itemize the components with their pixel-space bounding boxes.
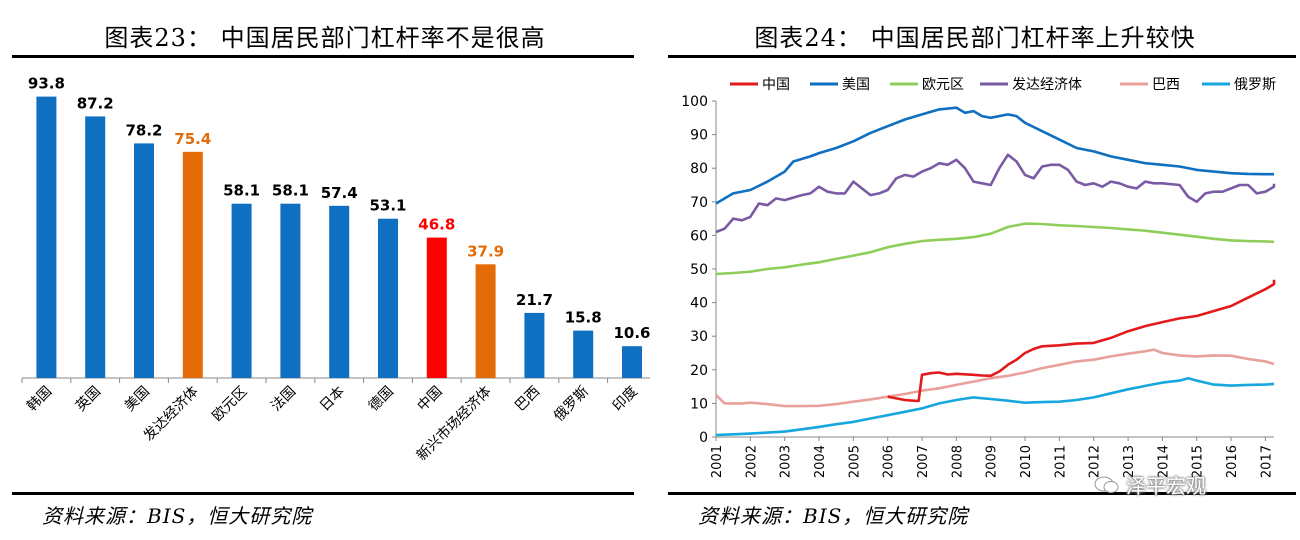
category-label-8: 中国 (415, 384, 446, 415)
left-title-rule (12, 55, 634, 58)
right-bottom-rule (668, 492, 1296, 495)
y-tick-label-1: 10 (690, 396, 708, 412)
y-tick-label-0: 0 (699, 430, 708, 446)
x-tick-label-8: 2009 (985, 445, 1000, 478)
right-chart-panel: 图表24： 中国居民部门杠杆率上升较快 0 10 20 30 40 50 60 70 80 90 1… (650, 0, 1300, 540)
y-tick-label-5: 50 (690, 262, 708, 278)
y-tick-label-10: 100 (681, 94, 708, 110)
bar-2 (134, 143, 154, 378)
bar-value-label-9: 37.9 (467, 242, 504, 260)
x-tick-label-12: 2013 (1122, 445, 1137, 478)
y-tick-label-8: 80 (690, 161, 708, 177)
x-tick-label-15: 2016 (1225, 445, 1240, 478)
y-tick-label-4: 40 (690, 296, 708, 312)
line-chart: 0 10 20 30 40 50 60 70 80 90 100 2001 2002 2003 2004 20… (681, 77, 1276, 478)
bar-7 (378, 218, 398, 378)
bar-value-label-4: 58.1 (223, 182, 260, 200)
x-tick-label-6: 2007 (916, 445, 931, 478)
category-label-2: 美国 (122, 384, 153, 415)
category-label-11: 俄罗斯 (551, 384, 592, 425)
right-title-rule (668, 55, 1296, 58)
left-chart-title: 图表23： 中国居民部门杠杆率不是很高 (104, 24, 546, 52)
x-tick-label-7: 2008 (950, 445, 965, 478)
bar-10 (524, 312, 545, 378)
category-label-7: 德国 (366, 384, 397, 415)
series-line-4 (715, 348, 1275, 408)
x-tick-label-11: 2012 (1088, 445, 1103, 478)
bar-6 (329, 205, 350, 378)
x-tick-label-16: 2017 (1259, 445, 1274, 478)
x-tick-label-10: 2011 (1053, 445, 1068, 478)
y-tick-label-6: 60 (690, 228, 708, 244)
bar-value-label-2: 78.2 (125, 121, 162, 139)
left-bottom-rule (12, 492, 634, 495)
category-label-4: 欧元区 (209, 384, 250, 425)
legend-label-2: 欧元区 (922, 77, 964, 93)
right-source-note: 资料来源：BIS，恒大研究院 (698, 504, 969, 528)
bar-value-label-1: 87.2 (77, 94, 114, 112)
category-label-5: 法国 (268, 384, 299, 415)
bar-1 (85, 116, 106, 379)
category-label-1: 英国 (72, 383, 104, 415)
legend-label-5: 俄罗斯 (1234, 77, 1276, 93)
x-tick-label-3: 2004 (813, 445, 828, 478)
bar-value-label-10: 21.7 (516, 291, 553, 309)
x-tick-label-0: 2001 (710, 445, 725, 478)
legend-label-0: 中国 (762, 77, 790, 93)
x-tick-label-9: 2010 (1019, 445, 1034, 478)
bar-value-label-6: 57.4 (321, 184, 358, 202)
bar-value-label-3: 75.4 (174, 130, 211, 148)
bar-3 (182, 151, 203, 378)
bar-value-label-0: 93.8 (28, 75, 65, 93)
x-tick-label-5: 2006 (882, 445, 897, 478)
y-tick-label-9: 90 (690, 128, 708, 144)
y-tick-label-2: 20 (690, 363, 708, 379)
bar-chart: 93.8韩国87.2英国78.2美国75.4发达经济体58.1欧元区58.1法国… (21, 75, 650, 464)
y-tick-label-7: 70 (690, 195, 708, 211)
right-chart-title: 图表24： 中国居民部门杠杆率上升较快 (754, 24, 1196, 52)
legend-label-4: 巴西 (1152, 77, 1180, 93)
series-line-2 (715, 222, 1275, 276)
legend-label-1: 美国 (842, 77, 870, 93)
category-label-0: 韩国 (24, 384, 55, 415)
bar-0 (36, 96, 57, 378)
bar-value-label-5: 58.1 (272, 182, 309, 200)
category-label-12: 印度 (610, 384, 641, 415)
watermark-text: 泽平宏观 (1126, 474, 1206, 498)
series-line-5 (715, 376, 1275, 437)
bar-4 (231, 203, 252, 378)
category-label-6: 日本 (317, 384, 348, 415)
series-line-0 (887, 279, 1276, 403)
bar-5 (280, 203, 301, 378)
x-tick-label-2: 2003 (779, 445, 794, 478)
bar-value-label-11: 15.8 (565, 309, 602, 327)
bar-value-label-7: 53.1 (369, 197, 406, 215)
legend-label-3: 发达经济体 (1012, 77, 1082, 93)
x-tick-label-14: 2015 (1191, 445, 1206, 478)
category-label-10: 巴西 (512, 384, 543, 415)
y-tick-label-3: 30 (690, 329, 708, 345)
x-tick-label-4: 2005 (847, 445, 862, 478)
series-line-3 (715, 153, 1276, 234)
left-chart-panel: 图表23： 中国居民部门杠杆率不是很高 93.8 韩国 87.2 英国 78.2 美国 75… (12, 24, 650, 528)
bar-8 (426, 237, 447, 378)
series-line-1 (715, 106, 1274, 205)
bar-12 (622, 346, 642, 378)
x-tick-label-13: 2014 (1156, 445, 1171, 478)
left-source-note: 资料来源：BIS，恒大研究院 (42, 504, 313, 528)
x-tick-label-1: 2002 (744, 445, 759, 478)
bar-9 (475, 264, 496, 378)
bar-11 (573, 330, 594, 378)
bar-value-label-8: 46.8 (418, 216, 455, 234)
wechat-icon (1094, 476, 1119, 493)
bar-value-label-12: 10.6 (613, 324, 650, 342)
